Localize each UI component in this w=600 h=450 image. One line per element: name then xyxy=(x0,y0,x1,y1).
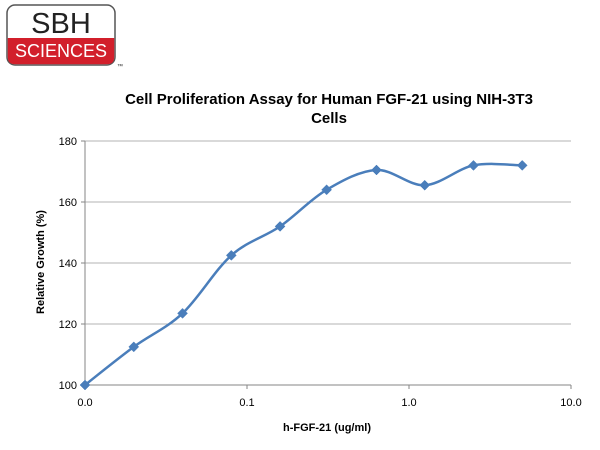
data-point-marker xyxy=(468,160,479,171)
data-point-marker xyxy=(177,307,188,319)
gridlines xyxy=(85,140,571,325)
data-point-marker xyxy=(419,179,431,191)
data-markers xyxy=(79,160,528,391)
data-point-marker xyxy=(371,164,382,176)
y-tick-label: 100 xyxy=(59,380,77,392)
logo-text-sbh: SBH xyxy=(31,8,91,40)
y-tick-label: 120 xyxy=(59,319,77,331)
y-tick-label: 160 xyxy=(59,197,77,209)
data-point-marker xyxy=(225,250,237,261)
y-tick-label: 180 xyxy=(59,136,77,148)
y-axis-label: Relative Growth (%) xyxy=(35,210,47,314)
data-point-marker xyxy=(274,221,286,232)
data-point-marker xyxy=(128,341,140,353)
x-tick-label: 0.1 xyxy=(239,397,254,409)
logo-trademark: ™ xyxy=(117,63,123,70)
logo-red-band xyxy=(7,38,115,65)
x-tick-labels: 0.0 0.1 1.0 10.0 xyxy=(77,397,581,409)
x-axis-label: h-FGF-21 (ug/ml) xyxy=(283,422,371,434)
y-tick-label: 140 xyxy=(59,258,77,270)
axes xyxy=(81,140,572,389)
logo-text-sciences: SCIENCES xyxy=(15,41,107,61)
chart-title-line-1: Cell Proliferation Assay for Human FGF-2… xyxy=(125,91,533,108)
x-tick-label: 0.0 xyxy=(77,397,92,409)
data-point-marker xyxy=(79,379,91,391)
sbh-sciences-logo: SBH SCIENCES ™ xyxy=(6,4,123,70)
y-tick-labels: 100 120 140 160 180 xyxy=(59,136,77,392)
x-tick-label: 10.0 xyxy=(560,397,581,409)
data-point-marker xyxy=(321,184,332,196)
x-tick-label: 1.0 xyxy=(401,397,416,409)
data-point-marker xyxy=(516,160,528,171)
chart-title-line-2: Cells xyxy=(311,110,347,127)
series-line xyxy=(83,162,524,387)
